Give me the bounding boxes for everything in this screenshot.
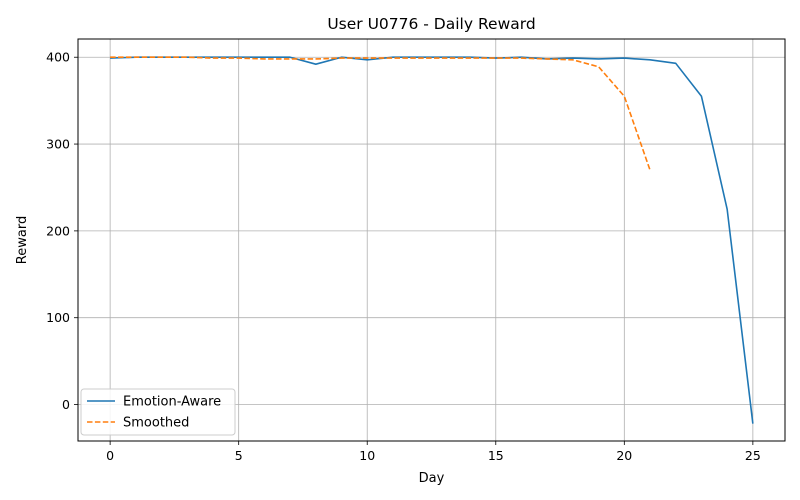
x-axis-ticks: 0 5 10 15 20 25 bbox=[106, 441, 761, 463]
y-tick-label: 100 bbox=[46, 310, 70, 325]
y-tick-label: 200 bbox=[46, 223, 70, 238]
x-tick-label: 10 bbox=[359, 448, 375, 463]
x-tick-label: 25 bbox=[745, 448, 761, 463]
series-lines bbox=[110, 56, 754, 424]
y-axis-label: Reward bbox=[15, 216, 30, 264]
series-line-1 bbox=[110, 56, 651, 171]
plot-frame bbox=[77, 38, 786, 442]
x-tick-label: 20 bbox=[616, 448, 632, 463]
x-axis-label: Day bbox=[419, 471, 445, 486]
y-tick-label: 0 bbox=[62, 397, 70, 412]
legend-label-1: Smoothed bbox=[123, 416, 189, 431]
legend-label-0: Emotion-Aware bbox=[123, 395, 221, 410]
x-tick-label: 0 bbox=[106, 448, 114, 463]
series-line-0 bbox=[110, 56, 754, 424]
legend: Emotion-Aware Smoothed bbox=[80, 388, 236, 436]
legend-box bbox=[80, 388, 236, 436]
y-tick-label: 300 bbox=[46, 137, 70, 152]
chart-title: User U0776 - Daily Reward bbox=[327, 15, 535, 33]
x-tick-label: 5 bbox=[235, 448, 243, 463]
x-tick-label: 15 bbox=[488, 448, 504, 463]
y-tick-label: 400 bbox=[46, 50, 70, 65]
y-axis-ticks: 0 100 200 300 400 bbox=[46, 50, 78, 412]
